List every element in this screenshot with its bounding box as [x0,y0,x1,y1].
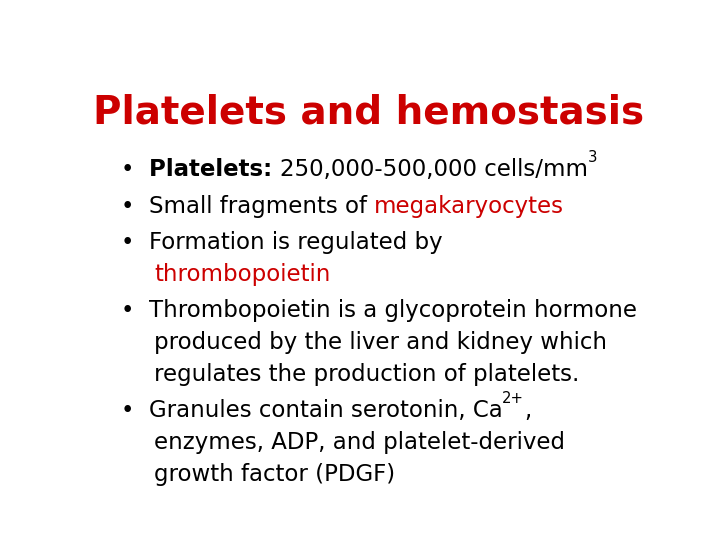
Text: growth factor (PDGF): growth factor (PDGF) [154,463,395,486]
Text: regulates the production of platelets.: regulates the production of platelets. [154,363,580,386]
Text: Platelets:: Platelets: [148,158,279,181]
Text: produced by the liver and kidney which: produced by the liver and kidney which [154,331,607,354]
Text: 2+: 2+ [503,391,524,406]
Text: •: • [121,158,134,181]
Text: •: • [121,231,134,254]
Text: 250,000-500,000 cells/mm: 250,000-500,000 cells/mm [279,158,588,181]
Text: •: • [121,194,134,218]
Text: megakaryocytes: megakaryocytes [374,194,564,218]
Text: Small fragments of: Small fragments of [148,194,374,218]
Text: Granules contain serotonin, Ca: Granules contain serotonin, Ca [148,399,503,422]
Text: Platelets and hemostasis: Platelets and hemostasis [94,94,644,132]
Text: enzymes, ADP, and platelet-derived: enzymes, ADP, and platelet-derived [154,431,565,454]
Text: Thrombopoietin is a glycoprotein hormone: Thrombopoietin is a glycoprotein hormone [148,299,636,322]
Text: ,: , [524,399,531,422]
Text: 3: 3 [588,150,597,165]
Text: •: • [121,399,134,422]
Text: Formation is regulated by: Formation is regulated by [148,231,442,254]
Text: •: • [121,299,134,322]
Text: thrombopoietin: thrombopoietin [154,263,330,286]
